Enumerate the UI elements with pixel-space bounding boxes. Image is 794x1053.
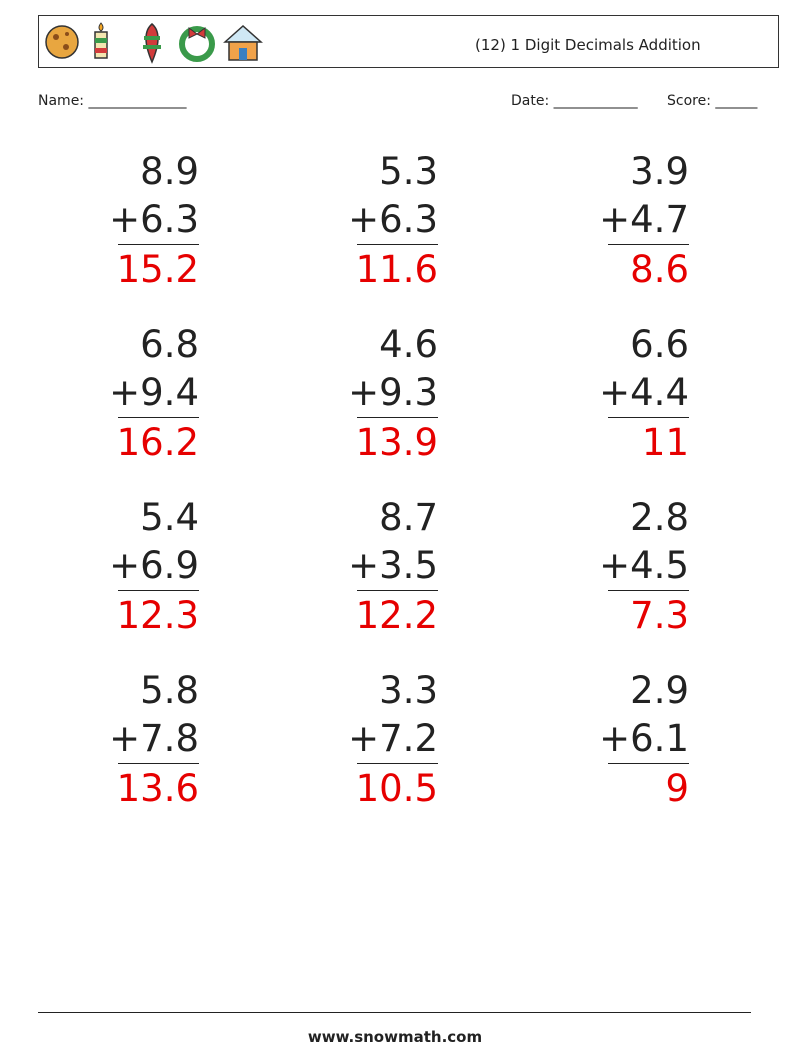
answer-rule	[608, 590, 689, 591]
answer-rule	[357, 590, 438, 591]
score-field: Score: ______	[667, 93, 758, 109]
answer-rule	[118, 763, 199, 764]
top-number: 5.3	[379, 150, 438, 193]
top-number: 6.8	[140, 323, 199, 366]
answer: 12.3	[116, 594, 199, 637]
bottom-number: +7.2	[348, 717, 438, 760]
bottom-number: +3.5	[348, 544, 438, 587]
top-number: 6.6	[630, 323, 689, 366]
top-number: 2.8	[630, 496, 689, 539]
bottom-number: +9.4	[109, 371, 199, 414]
bottom-number: +6.3	[348, 198, 438, 241]
header-icons	[45, 22, 263, 64]
answer: 9	[665, 767, 689, 810]
answer-rule	[118, 244, 199, 245]
bottom-number: +4.7	[599, 198, 689, 241]
bottom-number: +6.9	[109, 544, 199, 587]
top-number: 5.8	[140, 669, 199, 712]
answer: 13.6	[116, 767, 199, 810]
top-number: 4.6	[379, 323, 438, 366]
bottom-number: +4.5	[599, 544, 689, 587]
bottom-number: +6.3	[109, 198, 199, 241]
bottom-number: +4.4	[599, 371, 689, 414]
bottom-number: +7.8	[109, 717, 199, 760]
answer: 8.6	[630, 248, 689, 291]
answer: 11.6	[355, 248, 438, 291]
answer: 13.9	[355, 421, 438, 464]
answer-rule	[608, 244, 689, 245]
top-number: 8.7	[379, 496, 438, 539]
bottom-number: +9.3	[348, 371, 438, 414]
name-field: Name: ______________	[38, 93, 187, 109]
footer-site: www.snowmath.com	[307, 1028, 483, 1046]
date-field: Date: ____________	[511, 93, 638, 109]
answer: 11	[641, 421, 689, 464]
answer: 15.2	[116, 248, 199, 291]
answer: 12.2	[355, 594, 438, 637]
answer-rule	[608, 763, 689, 764]
top-number: 3.9	[630, 150, 689, 193]
worksheet-title: (12) 1 Digit Decimals Addition	[475, 36, 701, 54]
answer-rule	[357, 417, 438, 418]
top-number: 5.4	[140, 496, 199, 539]
answer: 16.2	[116, 421, 199, 464]
answer: 7.3	[630, 594, 689, 637]
answer: 10.5	[355, 767, 438, 810]
answer-rule	[118, 590, 199, 591]
bottom-number: +6.1	[599, 717, 689, 760]
answer-rule	[357, 763, 438, 764]
answer-rule	[608, 417, 689, 418]
header-box	[38, 15, 779, 68]
top-number: 2.9	[630, 669, 689, 712]
top-number: 3.3	[379, 669, 438, 712]
answer-rule	[357, 244, 438, 245]
footer-rule	[38, 1012, 751, 1013]
answer-rule	[118, 417, 199, 418]
top-number: 8.9	[140, 150, 199, 193]
